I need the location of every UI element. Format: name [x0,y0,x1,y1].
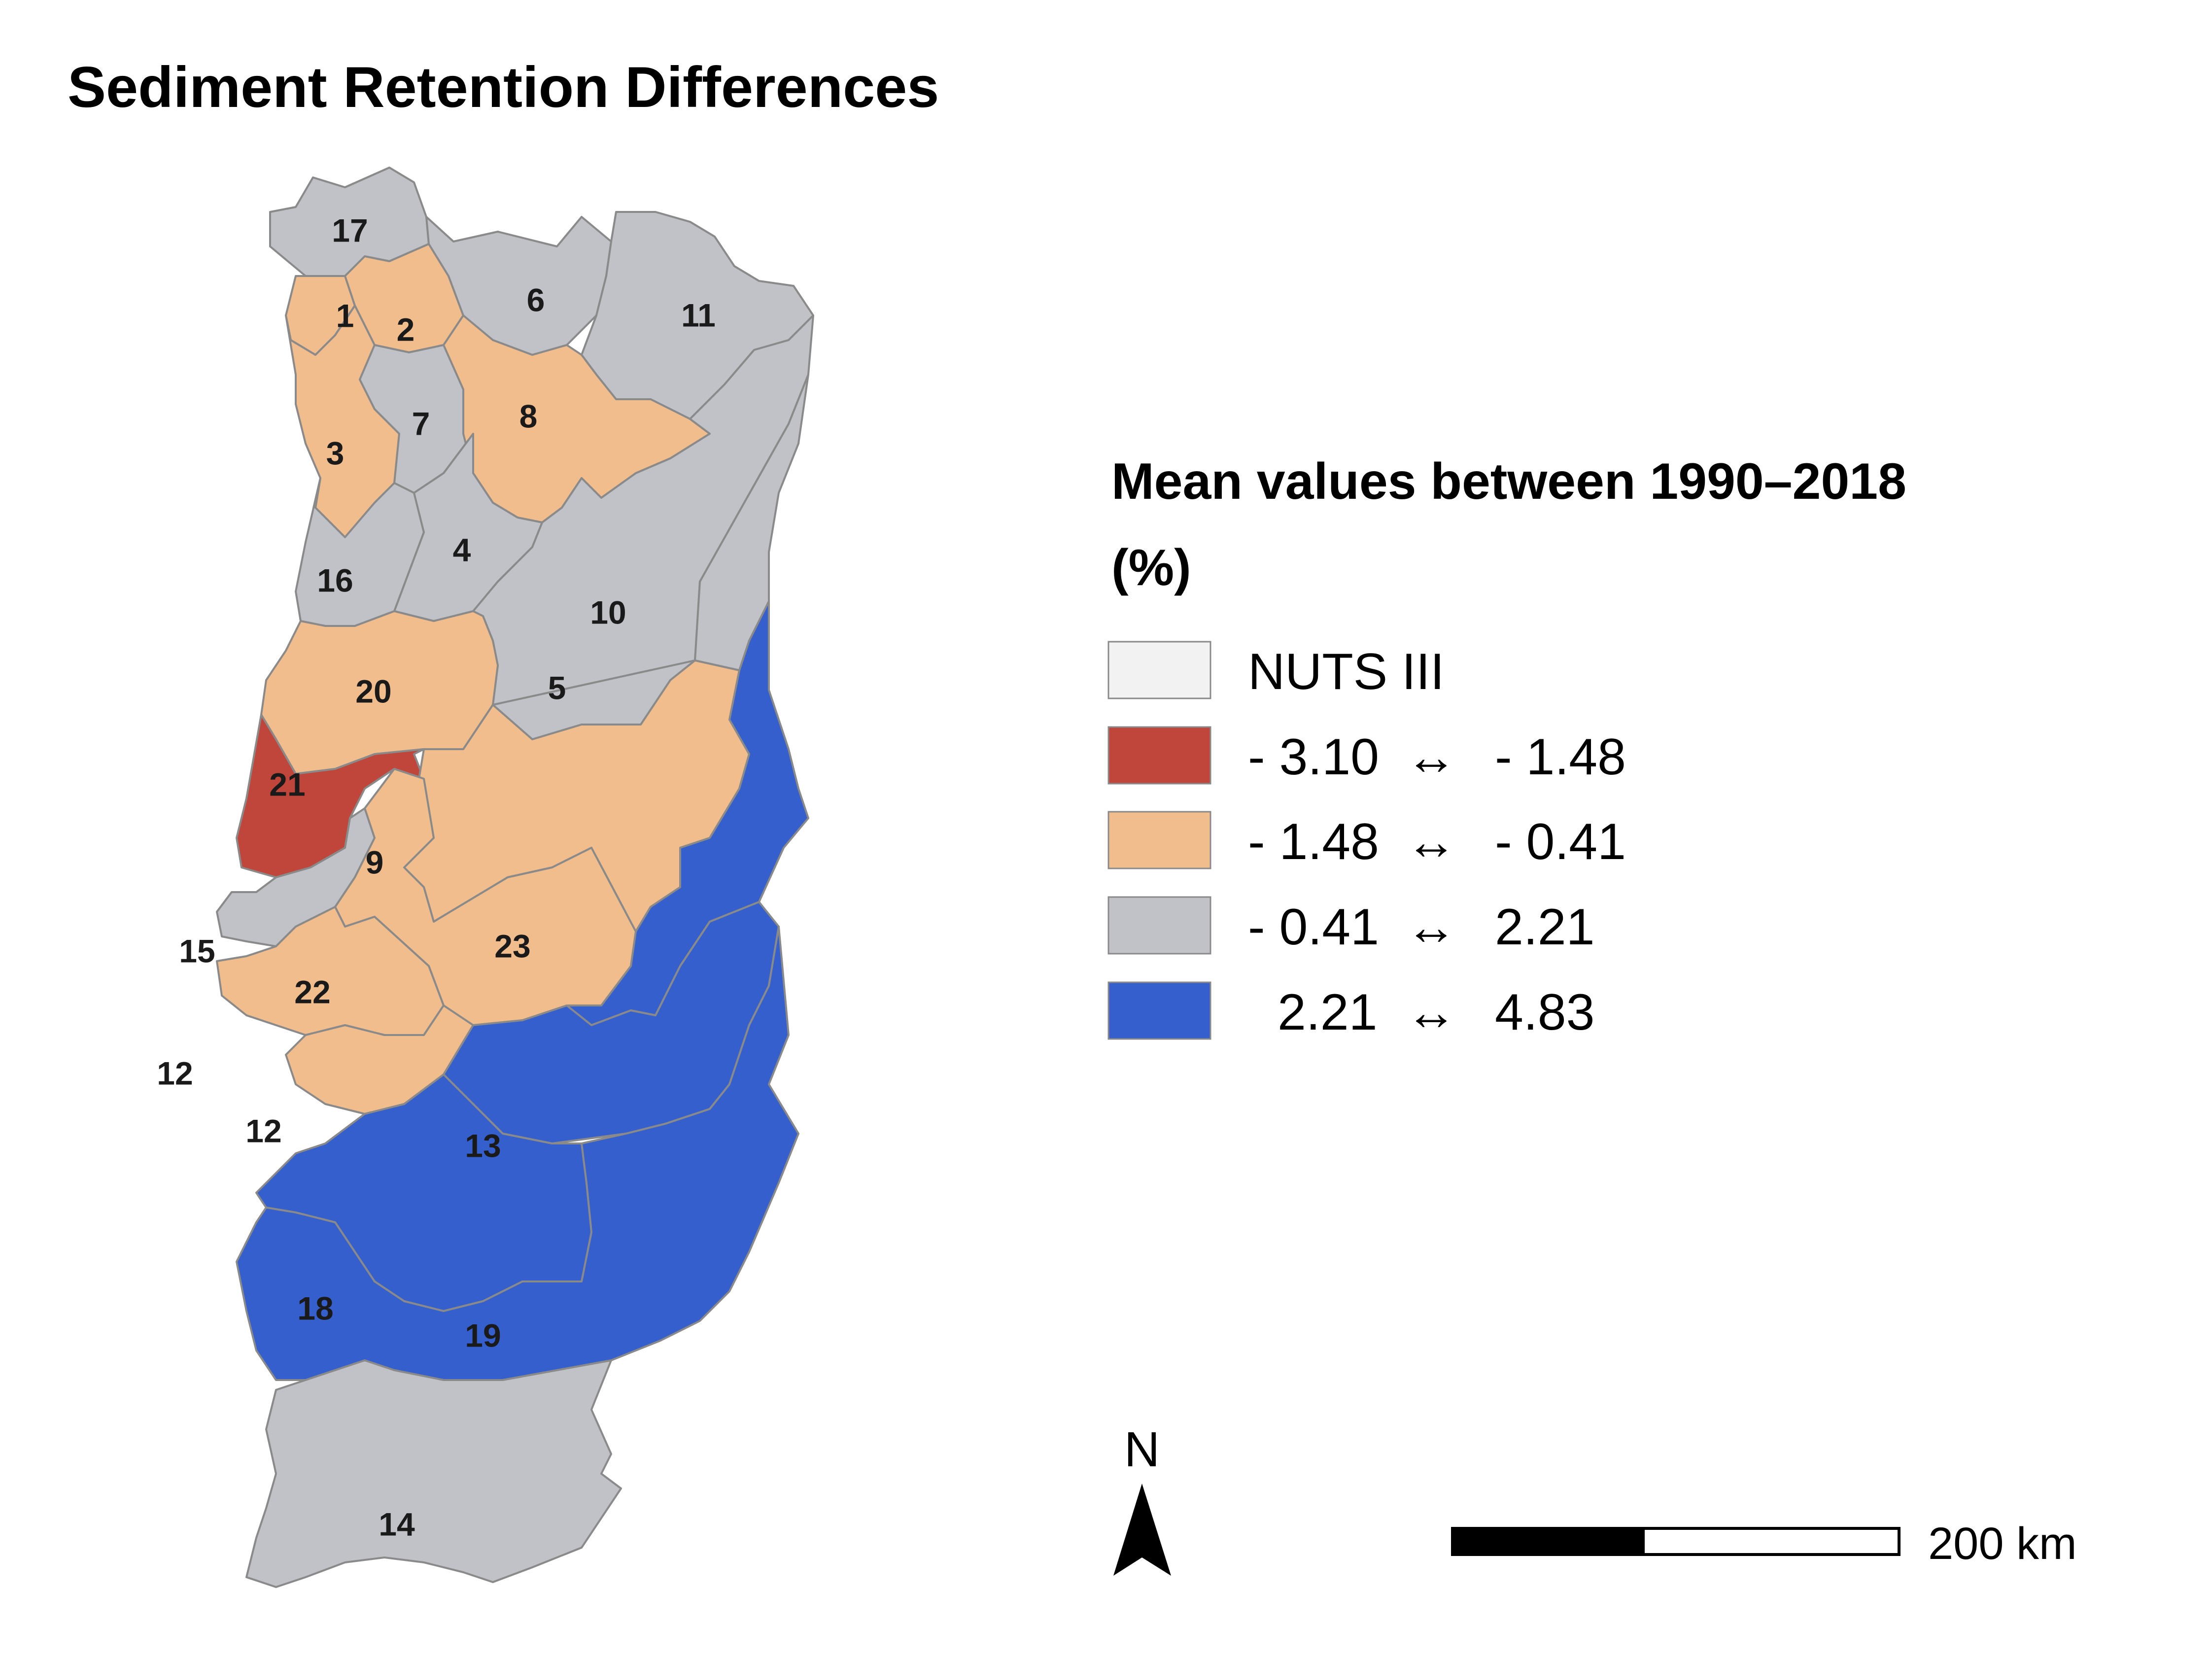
legend-swatch-nuts [1107,641,1211,699]
region-label-21: 21 [269,766,305,802]
legend-swatch-class-3 [1107,896,1211,955]
legend-swatch-class-4 [1107,981,1211,1040]
legend-class-2-from: - 1.48 [1248,813,1379,870]
legend-class-3-to: 2.21 [1495,899,1594,956]
regions-layer [216,167,814,1588]
north-arrow-icon [1113,1484,1171,1576]
scale-bar: 200 km [1451,1519,2077,1569]
range-arrow-icon: ↔ [1406,899,1457,956]
legend-class-1-from: - 3.10 [1248,728,1379,786]
legend-class-4-to: 4.83 [1495,984,1594,1041]
legend-title: Mean values between 1990–2018 [1111,453,1906,510]
region-label-12: 12 [157,1055,193,1091]
map-title: Sediment Retention Differences [68,55,939,119]
region-21 [236,714,425,878]
region-label-10: 10 [590,594,626,630]
legend-class-4-from: 2.21 [1278,984,1377,1041]
region-label-9: 9 [366,844,384,880]
legend-class-3-from: - 0.41 [1248,899,1379,956]
range-arrow-icon: ↔ [1406,728,1457,786]
region-label-12: 12 [245,1112,281,1149]
legend: Mean values between 1990–2018 (%) NUTS I… [1107,453,1906,1041]
legend-swatch-class-1 [1107,726,1211,785]
region-label-6: 6 [527,281,545,318]
range-arrow-icon: ↔ [1406,984,1457,1041]
scale-bar-label: 200 km [1928,1519,2077,1569]
range-arrow-icon: ↔ [1406,813,1457,870]
north-arrow: N [1113,1422,1171,1576]
region-label-8: 8 [519,398,538,434]
region-label-5: 5 [548,669,566,706]
region-label-11: 11 [681,297,716,333]
legend-swatch-class-2 [1107,811,1211,869]
scale-bar-black-segment [1451,1527,1645,1556]
legend-label-nuts: NUTS III [1248,643,1445,700]
region-14 [245,1359,622,1588]
region-label-1: 1 [336,297,354,334]
region-label-22: 22 [294,973,330,1010]
region-label-15: 15 [179,933,215,969]
north-label: N [1124,1422,1160,1477]
region-label-18: 18 [297,1290,333,1326]
region-label-3: 3 [326,435,345,471]
region-label-13: 13 [465,1127,501,1164]
legend-class-1-to: - 1.48 [1495,728,1626,786]
region-label-19: 19 [465,1317,501,1353]
legend-class-2-to: - 0.41 [1495,813,1626,870]
region-label-4: 4 [453,531,471,568]
region-label-16: 16 [317,562,353,598]
region-label-20: 20 [355,673,391,709]
scale-bar-white-segment [1642,1527,1901,1556]
region-label-17: 17 [332,212,368,248]
region-label-14: 14 [379,1506,415,1542]
region-label-23: 23 [494,928,530,964]
region-label-2: 2 [397,311,415,347]
legend-title-units: (%) [1111,539,1191,596]
region-label-7: 7 [412,405,430,442]
